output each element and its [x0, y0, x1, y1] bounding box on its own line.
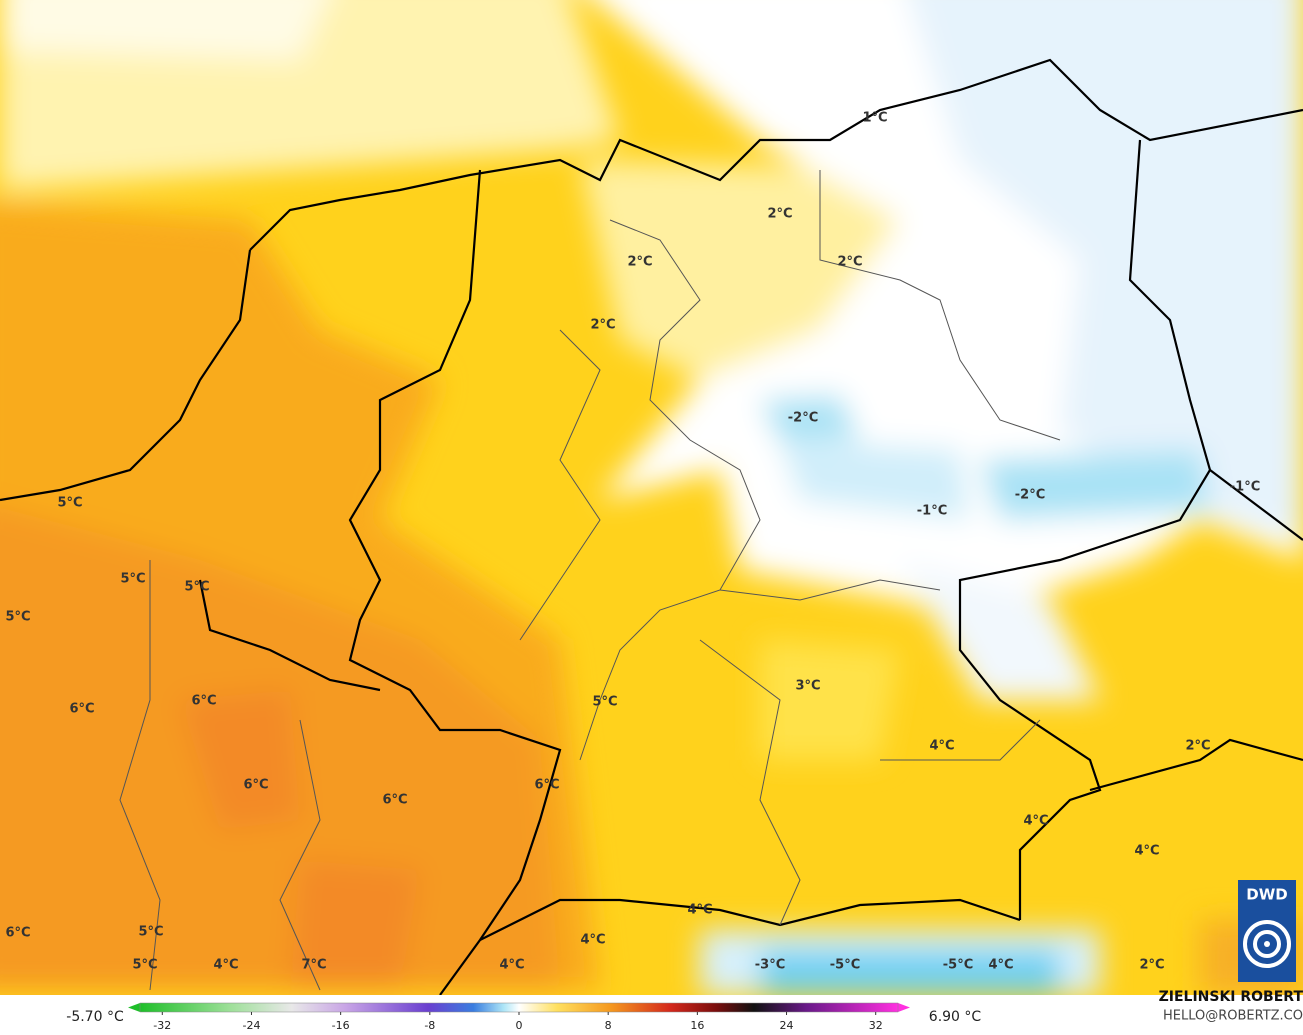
temperature-label: 4°C: [499, 958, 524, 973]
temperature-label: 6°C: [382, 793, 407, 808]
temperature-label: 4°C: [213, 958, 238, 973]
temperature-label: 5°C: [138, 925, 163, 940]
colorbar-high-end: [898, 1003, 910, 1012]
author: ZIELINSKI ROBERT: [1159, 989, 1303, 1005]
temperature-label: 5°C: [5, 610, 30, 625]
temperature-label: 5°C: [132, 958, 157, 973]
temperature-label: -5°C: [943, 958, 973, 973]
temperature-label: 3°C: [795, 679, 820, 694]
colorbar-tick-label: -16: [332, 1019, 350, 1032]
temperature-labels: 1°C 2°C 2°C 2°C 2°C -2°C -1°C -2°C -1°C 5°C 5°C 5°C…: [5, 111, 1260, 973]
logo: DWD: [1238, 880, 1296, 982]
temperature-label: 2°C: [627, 255, 652, 270]
contact: HELLO@ROBERTZ.CO: [1163, 1009, 1303, 1024]
temperature-label: 4°C: [580, 933, 605, 948]
colorbar-tick-label: -24: [242, 1019, 260, 1032]
temperature-label: 5°C: [184, 580, 209, 595]
colorbar-tick-label: 24: [780, 1019, 794, 1032]
temperature-label: -5°C: [830, 958, 860, 973]
temperature-label: 4°C: [1134, 844, 1159, 859]
temperature-label: 7°C: [301, 958, 326, 973]
colorbar-tick-label: 8: [605, 1019, 612, 1032]
temperature-label: 5°C: [592, 695, 617, 710]
temperature-label: 2°C: [1139, 958, 1164, 973]
temperature-label: 6°C: [5, 926, 30, 941]
temperature-label: 2°C: [1185, 739, 1210, 754]
max-value: 6.90 °C: [929, 1009, 982, 1025]
temperature-label: 6°C: [191, 694, 216, 709]
temperature-label: 4°C: [1023, 814, 1048, 829]
temperature-label: 5°C: [120, 572, 145, 587]
colorbar: -32 -24 -16 -8 0 8 16 24 32: [128, 1002, 910, 1032]
colorbar-bar: [139, 1002, 899, 1013]
colorbar-tick-label: 0: [516, 1019, 523, 1032]
temperature-label: 4°C: [929, 739, 954, 754]
colorbar-tick-label: 16: [690, 1019, 704, 1032]
temperature-label: 6°C: [69, 702, 94, 717]
temperature-label: 6°C: [243, 778, 268, 793]
temperature-label: -3°C: [755, 958, 785, 973]
colorbar-tick-label: -32: [153, 1019, 171, 1032]
temperature-field: [0, 0, 1303, 995]
temperature-label: 2°C: [590, 318, 615, 333]
temperature-label: 4°C: [988, 958, 1013, 973]
footer: [0, 995, 1303, 1035]
temperature-label: -2°C: [788, 411, 818, 426]
logo-text: DWD: [1246, 886, 1287, 904]
temperature-label: 4°C: [687, 903, 712, 918]
colorbar-tick-label: 32: [869, 1019, 883, 1032]
temperature-label: 6°C: [534, 778, 559, 793]
temperature-label: -1°C: [1230, 480, 1260, 495]
colorbar-tick-label: -8: [424, 1019, 435, 1032]
borders: [0, 58, 1303, 996]
temperature-label: -2°C: [1015, 488, 1045, 503]
temperature-label: -1°C: [917, 504, 947, 519]
temperature-label: 2°C: [767, 207, 792, 222]
region-borders: [119, 170, 1061, 991]
min-value: -5.70 °C: [66, 1009, 124, 1025]
temperature-label: 2°C: [837, 255, 862, 270]
colorbar-low-end: [128, 1003, 140, 1012]
temperature-label: 1°C: [862, 111, 887, 126]
temperature-label: 5°C: [57, 496, 82, 511]
